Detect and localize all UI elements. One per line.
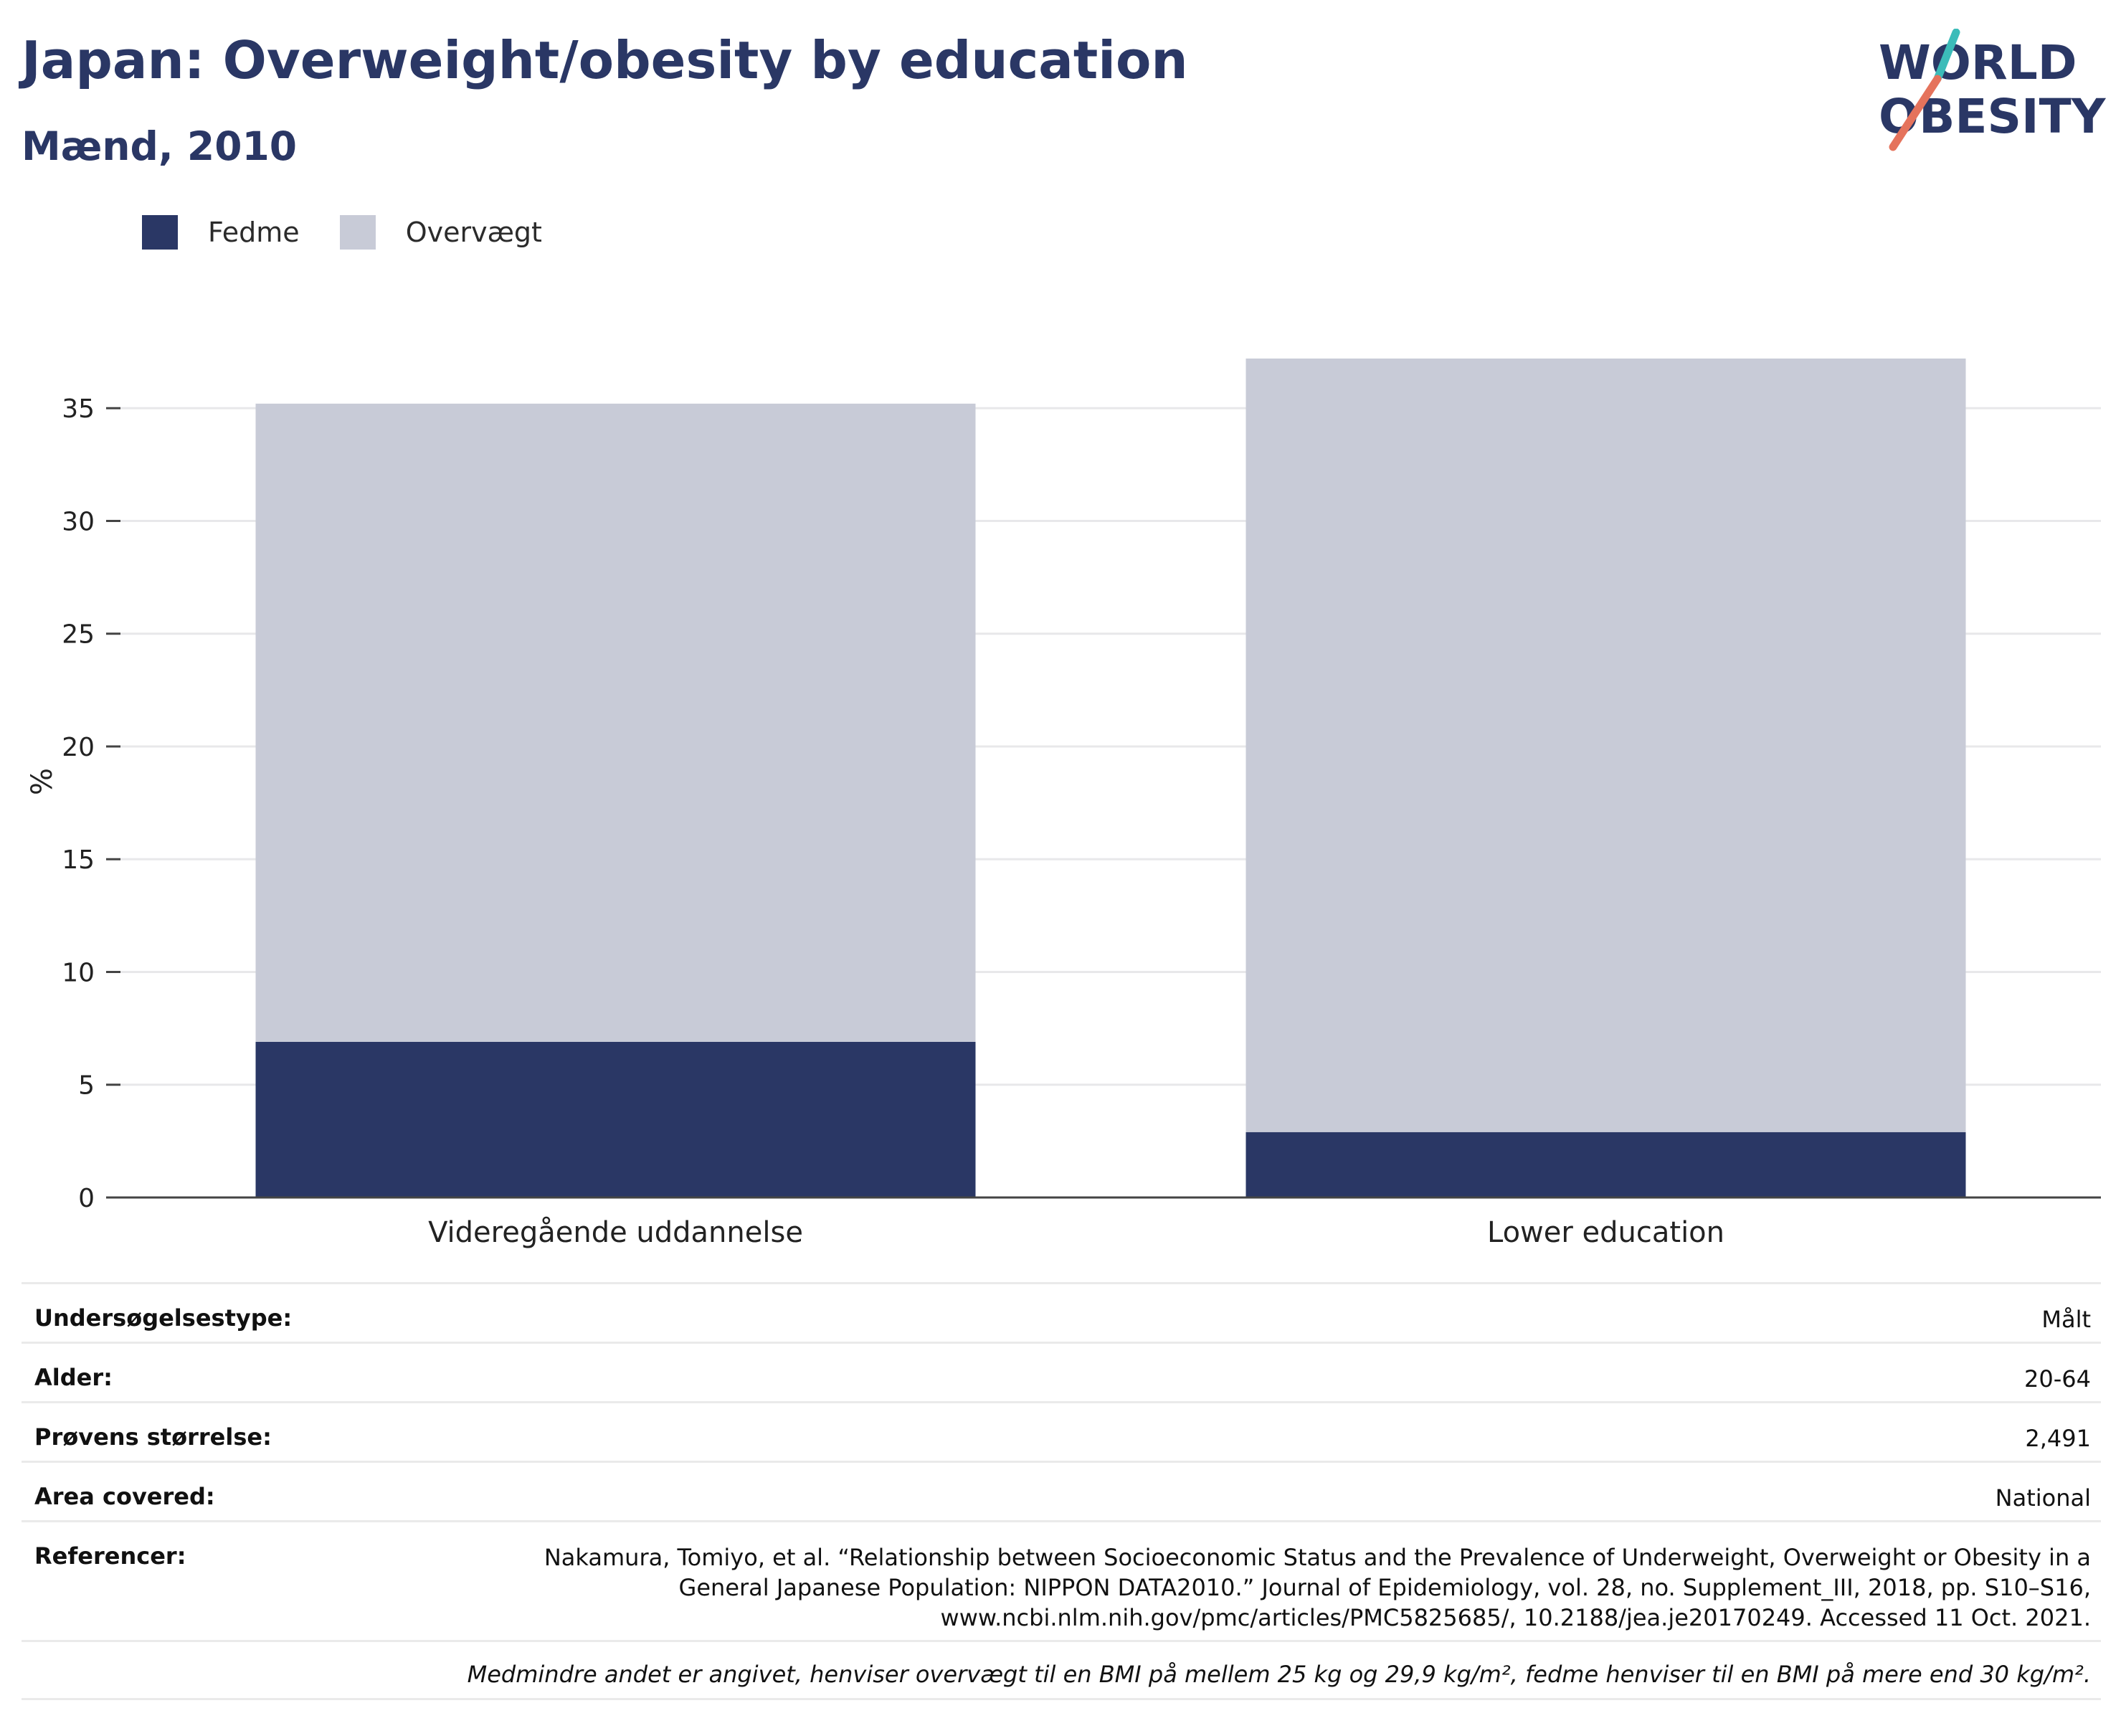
info-row-references: Referencer: Nakamura, Tomiyo, et al. “Re…	[22, 1520, 2101, 1640]
chart-legend: Fedme Overvægt	[142, 214, 582, 251]
y-tick-label: 25	[62, 620, 95, 650]
x-tick-label: Videregående uddannelse	[428, 1216, 803, 1249]
info-label: Prøvens størrelse:	[34, 1423, 272, 1451]
legend-label-overvaegt: Overvægt	[405, 217, 542, 248]
info-value: Målt	[2041, 1306, 2091, 1333]
info-label: Undersøgelsestype:	[34, 1304, 293, 1332]
info-value: 2,491	[2025, 1425, 2091, 1452]
info-table: Undersøgelsestype: Målt Alder: 20-64 Prø…	[22, 1282, 2101, 1700]
bar-overvaegt-1[interactable]	[1245, 359, 1966, 1132]
chart-subtitle: Mænd, 2010	[22, 123, 298, 169]
y-axis-label: %	[26, 768, 59, 795]
info-row-age: Alder: 20-64	[22, 1342, 2101, 1401]
legend-swatch-fedme	[142, 215, 178, 250]
info-row-area-covered: Area covered: National	[22, 1461, 2101, 1520]
legend-item-fedme[interactable]: Fedme	[142, 215, 300, 250]
y-tick-label: 15	[62, 845, 95, 875]
bar-fedme-0[interactable]	[255, 1041, 976, 1197]
x-tick-label: Lower education	[1487, 1216, 1724, 1249]
legend-label-fedme: Fedme	[208, 217, 300, 248]
y-tick-label: 30	[62, 507, 95, 536]
y-tick-label: 5	[78, 1071, 95, 1101]
svg-text:WORLD: WORLD	[1879, 35, 2077, 90]
info-label: Referencer:	[34, 1542, 186, 1570]
legend-swatch-overvaegt	[339, 215, 376, 250]
stacked-bar-chart: 0 5 10 15 20 25 30 35% Videregående uddannelse Lo…	[26, 359, 2101, 1249]
y-tick-label: 20	[62, 733, 95, 762]
bar-overvaegt-0[interactable]	[255, 403, 976, 1042]
info-label: Alder:	[34, 1364, 113, 1391]
info-value: National	[1995, 1484, 2091, 1512]
bar-fedme-1[interactable]	[1245, 1132, 1966, 1197]
legend-item-overvaegt[interactable]: Overvægt	[339, 215, 542, 250]
world-obesity-logo: WORLD OBESITY	[1879, 29, 2107, 151]
info-row-survey-type: Undersøgelsestype: Målt	[22, 1282, 2101, 1342]
info-row-sample-size: Prøvens størrelse: 2,491	[22, 1401, 2101, 1461]
y-tick-label: 10	[62, 958, 95, 987]
y-tick-label: 35	[62, 394, 95, 424]
y-tick-label: 0	[78, 1184, 95, 1213]
footnote: Medmindre andet er angivet, henviser ove…	[22, 1640, 2101, 1700]
chart-title: Japan: Overweight/obesity by education	[22, 30, 1188, 90]
reference-text: Nakamura, Tomiyo, et al. “Relationship b…	[544, 1544, 2091, 1631]
info-value: 20-64	[2024, 1365, 2091, 1393]
info-label: Area covered:	[34, 1483, 215, 1510]
